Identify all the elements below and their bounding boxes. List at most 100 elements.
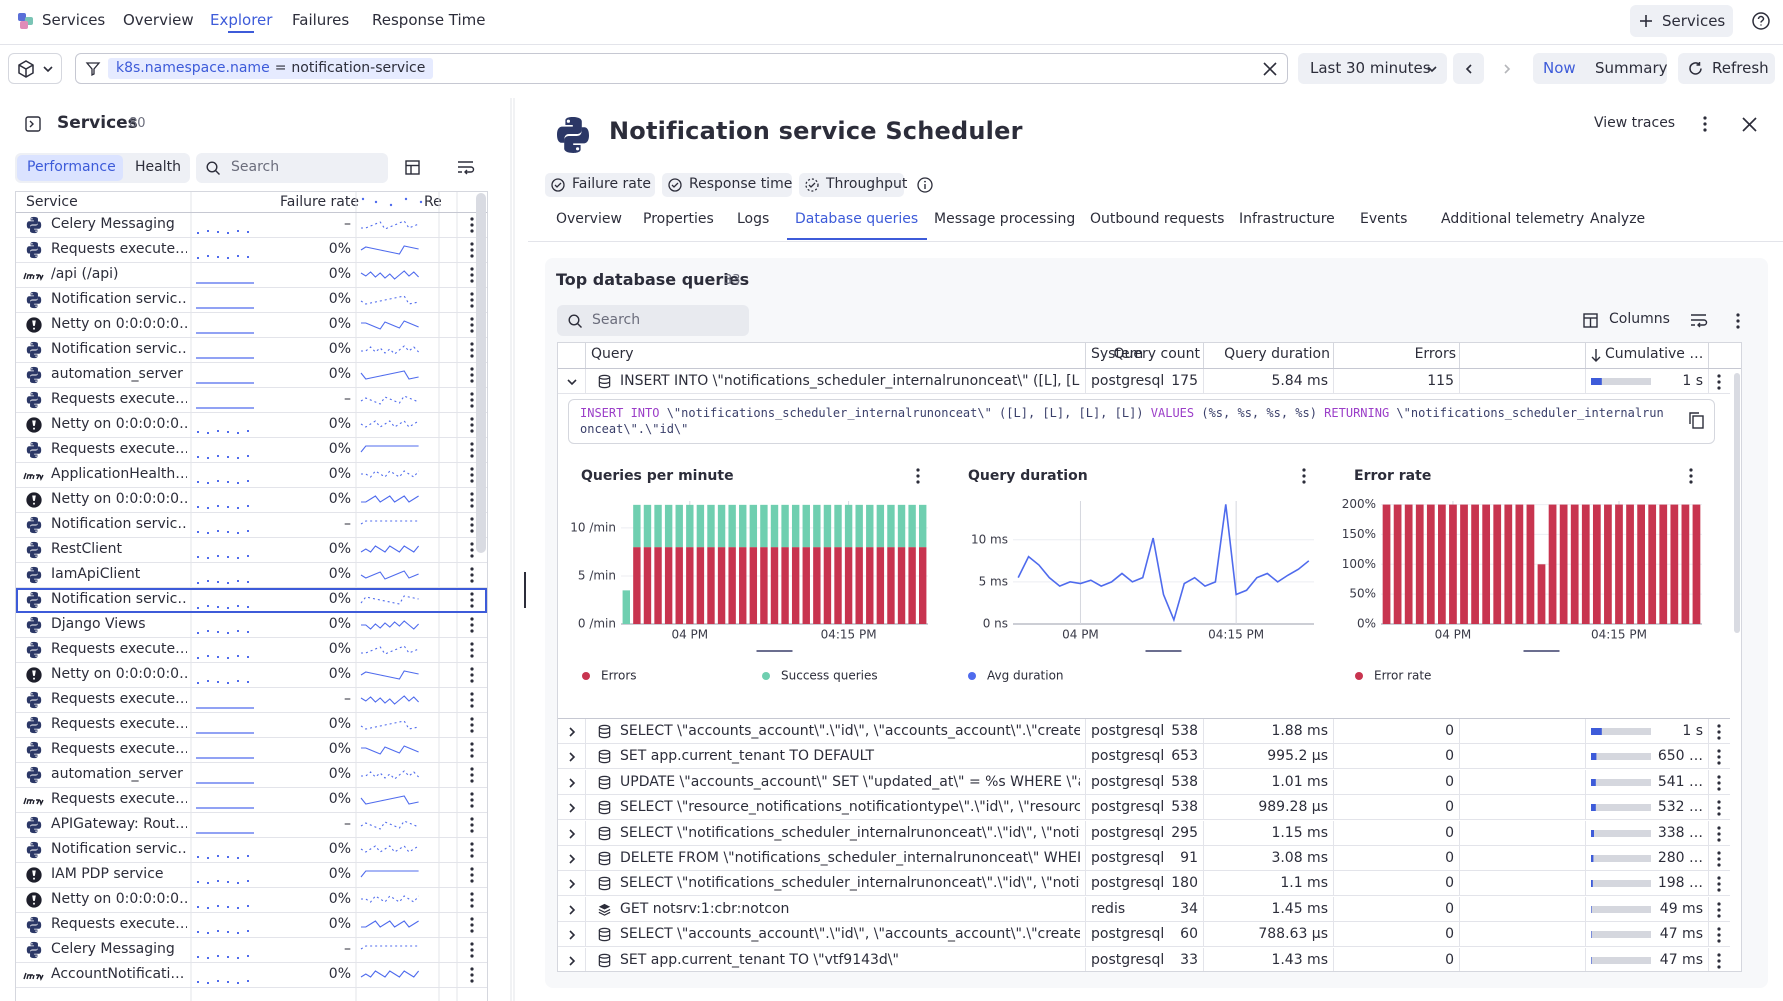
more-menu[interactable]	[469, 617, 475, 633]
more-menu[interactable]	[469, 742, 475, 758]
wrap-icon[interactable]	[457, 160, 474, 176]
column-header[interactable]: Query count	[1080, 346, 1200, 362]
service-row[interactable]: Requests execute…0%	[16, 713, 487, 738]
more-menu[interactable]	[1301, 468, 1307, 484]
more-menu[interactable]	[1716, 374, 1722, 390]
more-menu[interactable]	[469, 717, 475, 733]
nav-tab[interactable]: Failures	[292, 11, 349, 29]
summary-button[interactable]: Summary	[1595, 59, 1668, 77]
detail-tab[interactable]: Analyze	[1590, 211, 1645, 227]
close-panel[interactable]	[1743, 118, 1756, 131]
services-search[interactable]: Search	[196, 153, 388, 183]
more-menu[interactable]	[469, 642, 475, 658]
more-menu[interactable]	[469, 542, 475, 558]
queries-search[interactable]: Search	[557, 305, 749, 336]
toggle-health[interactable]: Health	[135, 159, 181, 175]
query-row[interactable]: SELECT \"notifications_scheduler_interna…	[558, 821, 1730, 846]
clear-filter[interactable]	[1264, 63, 1276, 75]
more-menu[interactable]	[469, 292, 475, 308]
more-menu[interactable]	[469, 492, 475, 508]
more-menu[interactable]	[1716, 775, 1722, 791]
more-menu[interactable]	[469, 817, 475, 833]
more-menu[interactable]	[469, 592, 475, 608]
query-row[interactable]: SELECT \"resource_notifications_notifica…	[558, 795, 1730, 820]
more-menu[interactable]	[469, 842, 475, 858]
more-menu[interactable]	[1702, 116, 1708, 132]
time-range[interactable]: Last 30 minutes	[1298, 53, 1447, 84]
service-row[interactable]: Requests execute…0%	[16, 238, 487, 263]
more-menu[interactable]	[469, 267, 475, 283]
view-traces[interactable]: View traces	[1594, 115, 1675, 131]
service-row[interactable]: APIGateway: Rout…–	[16, 813, 487, 838]
service-row[interactable]: /api (/api)0%	[16, 263, 487, 288]
segment-picker[interactable]	[8, 53, 62, 84]
service-row[interactable]: Requests execute…0%	[16, 788, 487, 813]
more-menu[interactable]	[1716, 800, 1722, 816]
service-row[interactable]: AccountNotificati…0%	[16, 963, 487, 988]
service-row[interactable]: Netty on 0:0:0:0:0…0%	[16, 663, 487, 688]
columns-button[interactable]: Columns	[1609, 311, 1670, 327]
service-row[interactable]: Netty on 0:0:0:0:0…0%	[16, 413, 487, 438]
more-menu[interactable]	[469, 792, 475, 808]
query-row[interactable]: SET app.current_tenant TO \"vtf9143d\"po…	[558, 948, 1730, 972]
service-row[interactable]: Celery Messaging–	[16, 938, 487, 963]
more-menu[interactable]	[469, 917, 475, 933]
service-row[interactable]: Notification servic…0%	[16, 288, 487, 313]
query-row[interactable]: SELECT \"notifications_scheduler_interna…	[558, 871, 1730, 896]
query-row[interactable]: UPDATE \"accounts_account\" SET \"update…	[558, 770, 1730, 795]
more-menu[interactable]	[1716, 876, 1722, 892]
service-row[interactable]: IAM PDP service0%	[16, 863, 487, 888]
health-chip[interactable]: Response time	[662, 173, 792, 197]
more-menu[interactable]	[469, 867, 475, 883]
more-menu[interactable]	[469, 692, 475, 708]
service-row[interactable]: Netty on 0:0:0:0:0…0%	[16, 488, 487, 513]
service-row[interactable]: Notification servic…0%	[16, 588, 487, 613]
more-menu[interactable]	[915, 468, 921, 484]
query-row[interactable]: INSERT INTO \"notifications_scheduler_in…	[558, 369, 1730, 394]
more-menu[interactable]	[469, 892, 475, 908]
more-menu[interactable]	[469, 667, 475, 683]
service-row[interactable]: automation_server0%	[16, 363, 487, 388]
service-row[interactable]: Celery Messaging–	[16, 213, 487, 238]
detail-tab[interactable]: Overview	[556, 211, 622, 227]
more-menu[interactable]	[469, 317, 475, 333]
service-row[interactable]: Requests execute…0%	[16, 438, 487, 463]
query-row[interactable]: SET app.current_tenant TO DEFAULTpostgre…	[558, 744, 1730, 769]
more-menu[interactable]	[1716, 724, 1722, 740]
refresh-button[interactable]: Refresh	[1678, 53, 1775, 84]
more-menu[interactable]	[1716, 826, 1722, 842]
more-menu[interactable]	[469, 242, 475, 258]
more-menu[interactable]	[1716, 851, 1722, 867]
service-row[interactable]: automation_server0%	[16, 763, 487, 788]
service-row[interactable]: Requests execute…0%	[16, 738, 487, 763]
toggle-performance[interactable]: Performance	[27, 159, 116, 175]
more-menu[interactable]	[469, 517, 475, 533]
help-icon[interactable]	[1751, 11, 1771, 31]
service-row[interactable]: Notification servic…0%	[16, 338, 487, 363]
column-header[interactable]: Cumulative …	[1605, 346, 1703, 362]
more-menu[interactable]	[469, 767, 475, 783]
more-menu[interactable]	[469, 567, 475, 583]
more-menu[interactable]	[469, 467, 475, 483]
detail-tab[interactable]: Database queries	[795, 211, 918, 227]
column-header[interactable]: Query	[591, 346, 634, 362]
service-row[interactable]: ApplicationHealth…0%	[16, 463, 487, 488]
detail-tab[interactable]: Infrastructure	[1239, 211, 1335, 227]
more-menu[interactable]	[1716, 953, 1722, 969]
more-menu[interactable]	[469, 342, 475, 358]
column-header[interactable]: Query duration	[1210, 346, 1330, 362]
more-menu[interactable]	[469, 392, 475, 408]
next-range[interactable]	[1491, 53, 1522, 84]
service-row[interactable]: Netty on 0:0:0:0:0…0%	[16, 888, 487, 913]
detail-tab[interactable]: Message processing	[934, 211, 1075, 227]
detail-tab[interactable]: Additional telemetry	[1441, 211, 1584, 227]
detail-tab[interactable]: Outbound requests	[1090, 211, 1224, 227]
query-row[interactable]: DELETE FROM \"notifications_scheduler_in…	[558, 846, 1730, 871]
detail-tab[interactable]: Events	[1360, 211, 1407, 227]
more-menu[interactable]	[469, 442, 475, 458]
more-menu[interactable]	[469, 367, 475, 383]
detail-tab[interactable]: Logs	[737, 211, 769, 227]
service-row[interactable]: Notification servic…–	[16, 513, 487, 538]
add-service-button[interactable]: Services	[1630, 5, 1733, 37]
query-row[interactable]: GET notsrv:1:cbr:notconredis341.45 ms049…	[558, 897, 1730, 922]
